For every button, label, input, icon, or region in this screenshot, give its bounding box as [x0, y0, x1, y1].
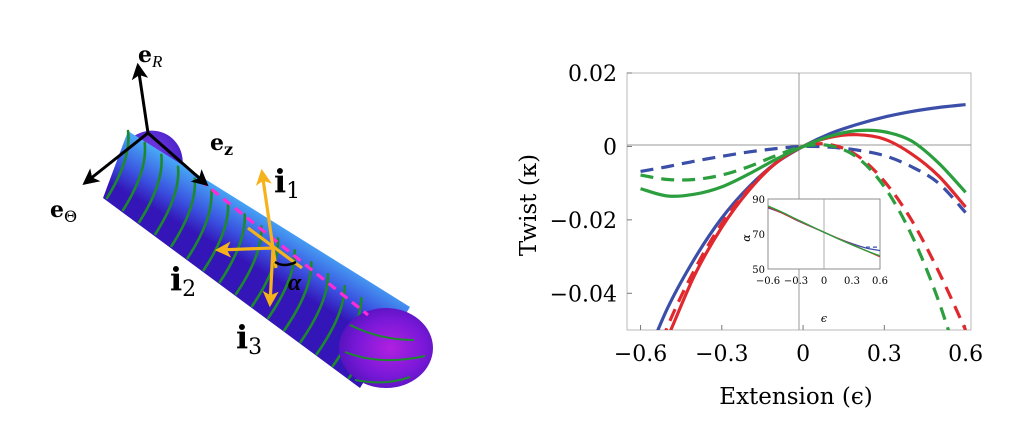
- inset-x-tick-label: 0.3: [844, 276, 860, 287]
- y-tick-label: −0.02: [550, 209, 617, 234]
- cylinder-front-cap: [339, 308, 433, 388]
- x-tick-label: 0: [796, 342, 810, 367]
- e-z-label: ez: [210, 130, 233, 159]
- x-axis-label: Extension (ϵ): [719, 384, 872, 410]
- alpha-label: α: [288, 270, 302, 296]
- director-arrows: [214, 168, 303, 308]
- inset-chart: 90 70 50 −0.6 −0.3 0 0.3 0.6 α ϵ: [740, 195, 888, 325]
- i1-arrow: [255, 168, 275, 249]
- helix-strand: [315, 284, 346, 356]
- x-tick-label: 0.6: [948, 342, 983, 367]
- inset-x-tick-label: −0.6: [756, 276, 780, 287]
- helix-strand: [105, 129, 130, 200]
- y-axis-ticks: 0.02 0 −0.02 −0.04: [550, 62, 632, 307]
- helix-strand: [154, 165, 180, 236]
- inset-y-tick-label: 70: [752, 230, 765, 241]
- frame-arrows: [82, 62, 209, 187]
- inset-x-axis-label: ϵ: [821, 312, 827, 325]
- helix-cylinder-diagram: eR ez eΘ i1 i2 i3 α: [50, 42, 433, 388]
- i2-label: i2: [170, 260, 196, 302]
- helix-strand: [202, 201, 230, 272]
- i2-arrow: [214, 241, 274, 258]
- diagonal-director: [247, 226, 303, 270]
- x-axis-ticks: −0.6 −0.3 0 0.3 0.6: [614, 325, 983, 367]
- i3-label: i3: [236, 318, 262, 360]
- i1-label: i1: [274, 162, 300, 204]
- inset-x-tick-label: 0: [821, 276, 827, 287]
- helix-strand: [137, 153, 163, 224]
- x-tick-label: 0.3: [867, 342, 902, 367]
- helix-strand: [218, 213, 246, 284]
- helix-strand: [186, 189, 213, 260]
- y-tick-label: 0.02: [568, 62, 617, 87]
- inset-series-group: [768, 205, 880, 258]
- series-green-dashed: [640, 143, 951, 330]
- e-R-label: eR: [138, 42, 163, 71]
- helix-strand: [121, 141, 147, 212]
- inset-y-axis-label: α: [740, 234, 753, 242]
- inset-y-tick-label: 50: [752, 265, 765, 276]
- alpha-angle-arc: [274, 260, 297, 267]
- inset-y-ticks: 90 70 50: [752, 195, 765, 276]
- inset-x-ticks: −0.6 −0.3 0 0.3 0.6: [756, 276, 888, 287]
- inset-x-tick-label: −0.3: [784, 276, 808, 287]
- helix-strand: [299, 272, 330, 344]
- cylinder-body: [103, 131, 410, 388]
- series-red-dashed: [664, 142, 968, 330]
- x-tick-label: −0.6: [614, 342, 667, 367]
- end-cap-helix-marks: [344, 324, 426, 384]
- i1-tail: [271, 247, 278, 269]
- e-theta-arrow: [82, 131, 149, 186]
- e-z-arrow: [147, 131, 209, 187]
- main-series-group: [640, 102, 968, 330]
- twist-extension-chart: 0.02 0 −0.02 −0.04 −0.6 −0.3 0 0.3 0.6 90 70 50 −…: [516, 62, 983, 410]
- i3-arrow: [262, 247, 279, 308]
- inset-y-tick-label: 90: [752, 195, 765, 206]
- inset-series-green-solid: [768, 205, 880, 257]
- y-axis-label: Twist (κ): [516, 154, 542, 256]
- e-theta-label: eΘ: [50, 197, 77, 226]
- series-blue-dashed: [640, 144, 967, 214]
- helix-strand: [234, 225, 263, 296]
- y-tick-label: 0: [603, 135, 617, 160]
- inset-x-tick-label: 0.6: [872, 276, 888, 287]
- y-tick-label: −0.04: [550, 282, 617, 307]
- cylinder-axis: [198, 178, 370, 317]
- x-tick-label: −0.3: [695, 342, 748, 367]
- e-R-arrow: [131, 62, 150, 134]
